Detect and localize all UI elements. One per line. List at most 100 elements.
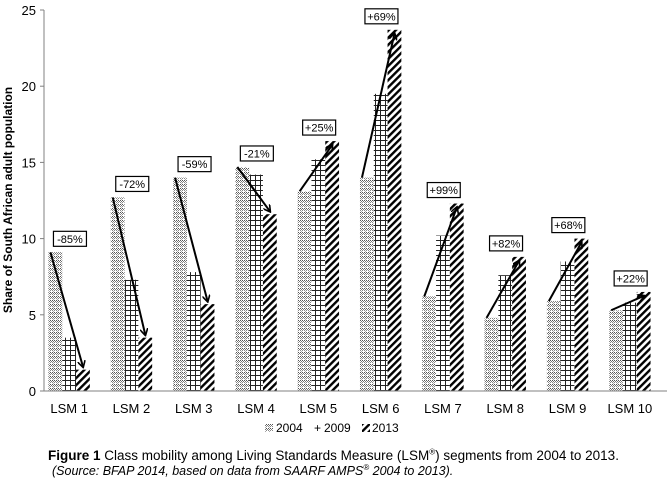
- change-annotation-box: [52, 230, 88, 247]
- legend-swatch-2004: [265, 424, 273, 432]
- bar-2004-lsm-10: [609, 310, 623, 391]
- y-tick-label: 15: [22, 155, 36, 170]
- change-annotation-box: [364, 8, 399, 25]
- change-annotation-label: -85%: [57, 234, 83, 246]
- caption-text: Class mobility among Living Standards Me…: [100, 448, 430, 463]
- change-annotation-label: -72%: [119, 179, 145, 191]
- x-tick-label: LSM 8: [486, 401, 524, 416]
- change-annotation-label: +99%: [430, 185, 459, 197]
- x-tick-label: LSM 10: [607, 401, 652, 416]
- x-tick-label: LSM 4: [237, 401, 275, 416]
- bar-2004-lsm-7: [422, 296, 437, 391]
- change-annotation-box: [613, 270, 648, 287]
- bar-2009-lsm-2: [124, 279, 139, 391]
- change-annotation-box: [177, 156, 212, 173]
- legend: 2004 + 2009 2013: [265, 421, 399, 435]
- bar-2004-lsm-3: [173, 177, 187, 391]
- change-annotation-box: [488, 235, 524, 252]
- bar-2013-lsm-1: [76, 369, 90, 391]
- change-annotation-label: +22%: [616, 273, 645, 285]
- figure-caption: Figure 1 Class mobility among Living Sta…: [0, 448, 667, 464]
- bar-2004-lsm-2: [110, 197, 125, 391]
- bar-2004-lsm-1: [48, 252, 63, 391]
- change-arrows: [49, 34, 644, 367]
- change-arrow: [610, 296, 644, 312]
- caption-registered-mark: ®: [429, 447, 436, 457]
- change-annotation-label: -59%: [182, 159, 208, 171]
- bar-2013-lsm-10: [636, 291, 651, 391]
- bar-2013-lsm-6: [387, 29, 402, 391]
- legend-label-2013: 2013: [372, 421, 399, 435]
- change-annotations: -85% -72% -59% -21% +25% +69% +99% +82% +68% +22%: [52, 8, 648, 287]
- change-arrow: [547, 243, 582, 302]
- source-text-end: 2004 to 2013).: [369, 464, 454, 478]
- bar-2004-lsm-6: [359, 177, 374, 391]
- bar-2013-lsm-2: [138, 337, 153, 391]
- bar-chart: Share of South African adult population …: [1, 3, 667, 435]
- legend-symbol-2009: +: [314, 421, 321, 435]
- change-annotation-label: +25%: [305, 123, 334, 135]
- change-annotation-box: [115, 175, 150, 193]
- source-registered-mark: ®: [363, 462, 370, 472]
- bar-2004-lsm-8: [484, 317, 499, 391]
- y-tick-label: 20: [22, 79, 36, 94]
- y-axis-title: Share of South African adult population: [1, 87, 15, 313]
- figure-source: (Source: BFAP 2014, based on data from S…: [52, 463, 453, 479]
- change-annotation-box: [239, 145, 274, 162]
- change-annotation-label: +82%: [492, 238, 521, 250]
- legend-swatch-2013: [362, 424, 370, 432]
- bar-2013-lsm-7: [449, 203, 464, 391]
- bar-2013-lsm-5: [325, 141, 340, 391]
- y-tick-label: 10: [22, 232, 36, 247]
- change-annotation-box: [551, 217, 586, 234]
- change-arrow: [174, 177, 208, 301]
- change-annotation-label: +68%: [554, 220, 583, 232]
- bar-2013-lsm-3: [200, 304, 215, 391]
- x-tick-label: LSM 5: [300, 401, 338, 416]
- x-tick-label: LSM 3: [175, 401, 213, 416]
- bar-2004-lsm-5: [297, 191, 312, 391]
- axes: 0 5 10 15 20 25: [22, 3, 667, 399]
- change-arrow: [236, 166, 270, 211]
- change-arrow: [111, 197, 146, 334]
- bar-2009-lsm-6: [373, 93, 388, 391]
- x-tick-label: LSM 1: [50, 401, 88, 416]
- figure-label: Figure 1: [48, 448, 101, 463]
- x-tick-label: LSM 2: [113, 401, 151, 416]
- x-tick-label: LSM 6: [362, 401, 400, 416]
- change-annotation-box: [426, 181, 461, 199]
- legend-label-2004: 2004: [276, 421, 303, 435]
- change-annotation-label: +69%: [367, 11, 396, 23]
- bar-2013-lsm-9: [574, 238, 589, 391]
- change-arrow: [49, 252, 82, 366]
- change-arrow: [423, 208, 457, 297]
- caption-text-end: ) segments from 2004 to 2013.: [435, 448, 619, 463]
- bar-2009-lsm-7: [436, 235, 450, 391]
- bars: [48, 29, 651, 391]
- change-arrow: [298, 145, 333, 192]
- x-tick-label: LSM 9: [549, 401, 587, 416]
- x-tick-label: LSM 7: [424, 401, 462, 416]
- bar-2009-lsm-10: [622, 302, 637, 391]
- change-annotation-box: [302, 119, 337, 136]
- y-axis-title-group: Share of South African adult population: [1, 87, 15, 313]
- bar-2009-lsm-4: [249, 174, 263, 391]
- bar-2013-lsm-8: [512, 256, 526, 391]
- change-arrow: [360, 34, 395, 178]
- bar-2009-lsm-9: [560, 261, 575, 391]
- change-annotation-label: -21%: [244, 148, 270, 160]
- bar-2009-lsm-3: [186, 272, 201, 391]
- y-tick-label: 25: [22, 3, 36, 18]
- legend-label-2009: 2009: [324, 421, 351, 435]
- x-tick-labels: LSM 1 LSM 2 LSM 3 LSM 4 LSM 5 LSM 6 LSM 7 LSM 8…: [50, 401, 652, 416]
- y-tick-label: 5: [29, 308, 36, 323]
- bar-2004-lsm-4: [235, 166, 250, 391]
- bar-2013-lsm-4: [262, 214, 277, 391]
- bar-2009-lsm-1: [62, 337, 77, 391]
- bar-2004-lsm-9: [546, 301, 561, 391]
- change-arrow: [485, 261, 520, 319]
- source-text: (Source: BFAP 2014, based on data from S…: [52, 464, 364, 478]
- bar-2009-lsm-8: [498, 275, 513, 391]
- y-tick-label: 0: [29, 384, 36, 399]
- bar-2009-lsm-5: [311, 159, 326, 391]
